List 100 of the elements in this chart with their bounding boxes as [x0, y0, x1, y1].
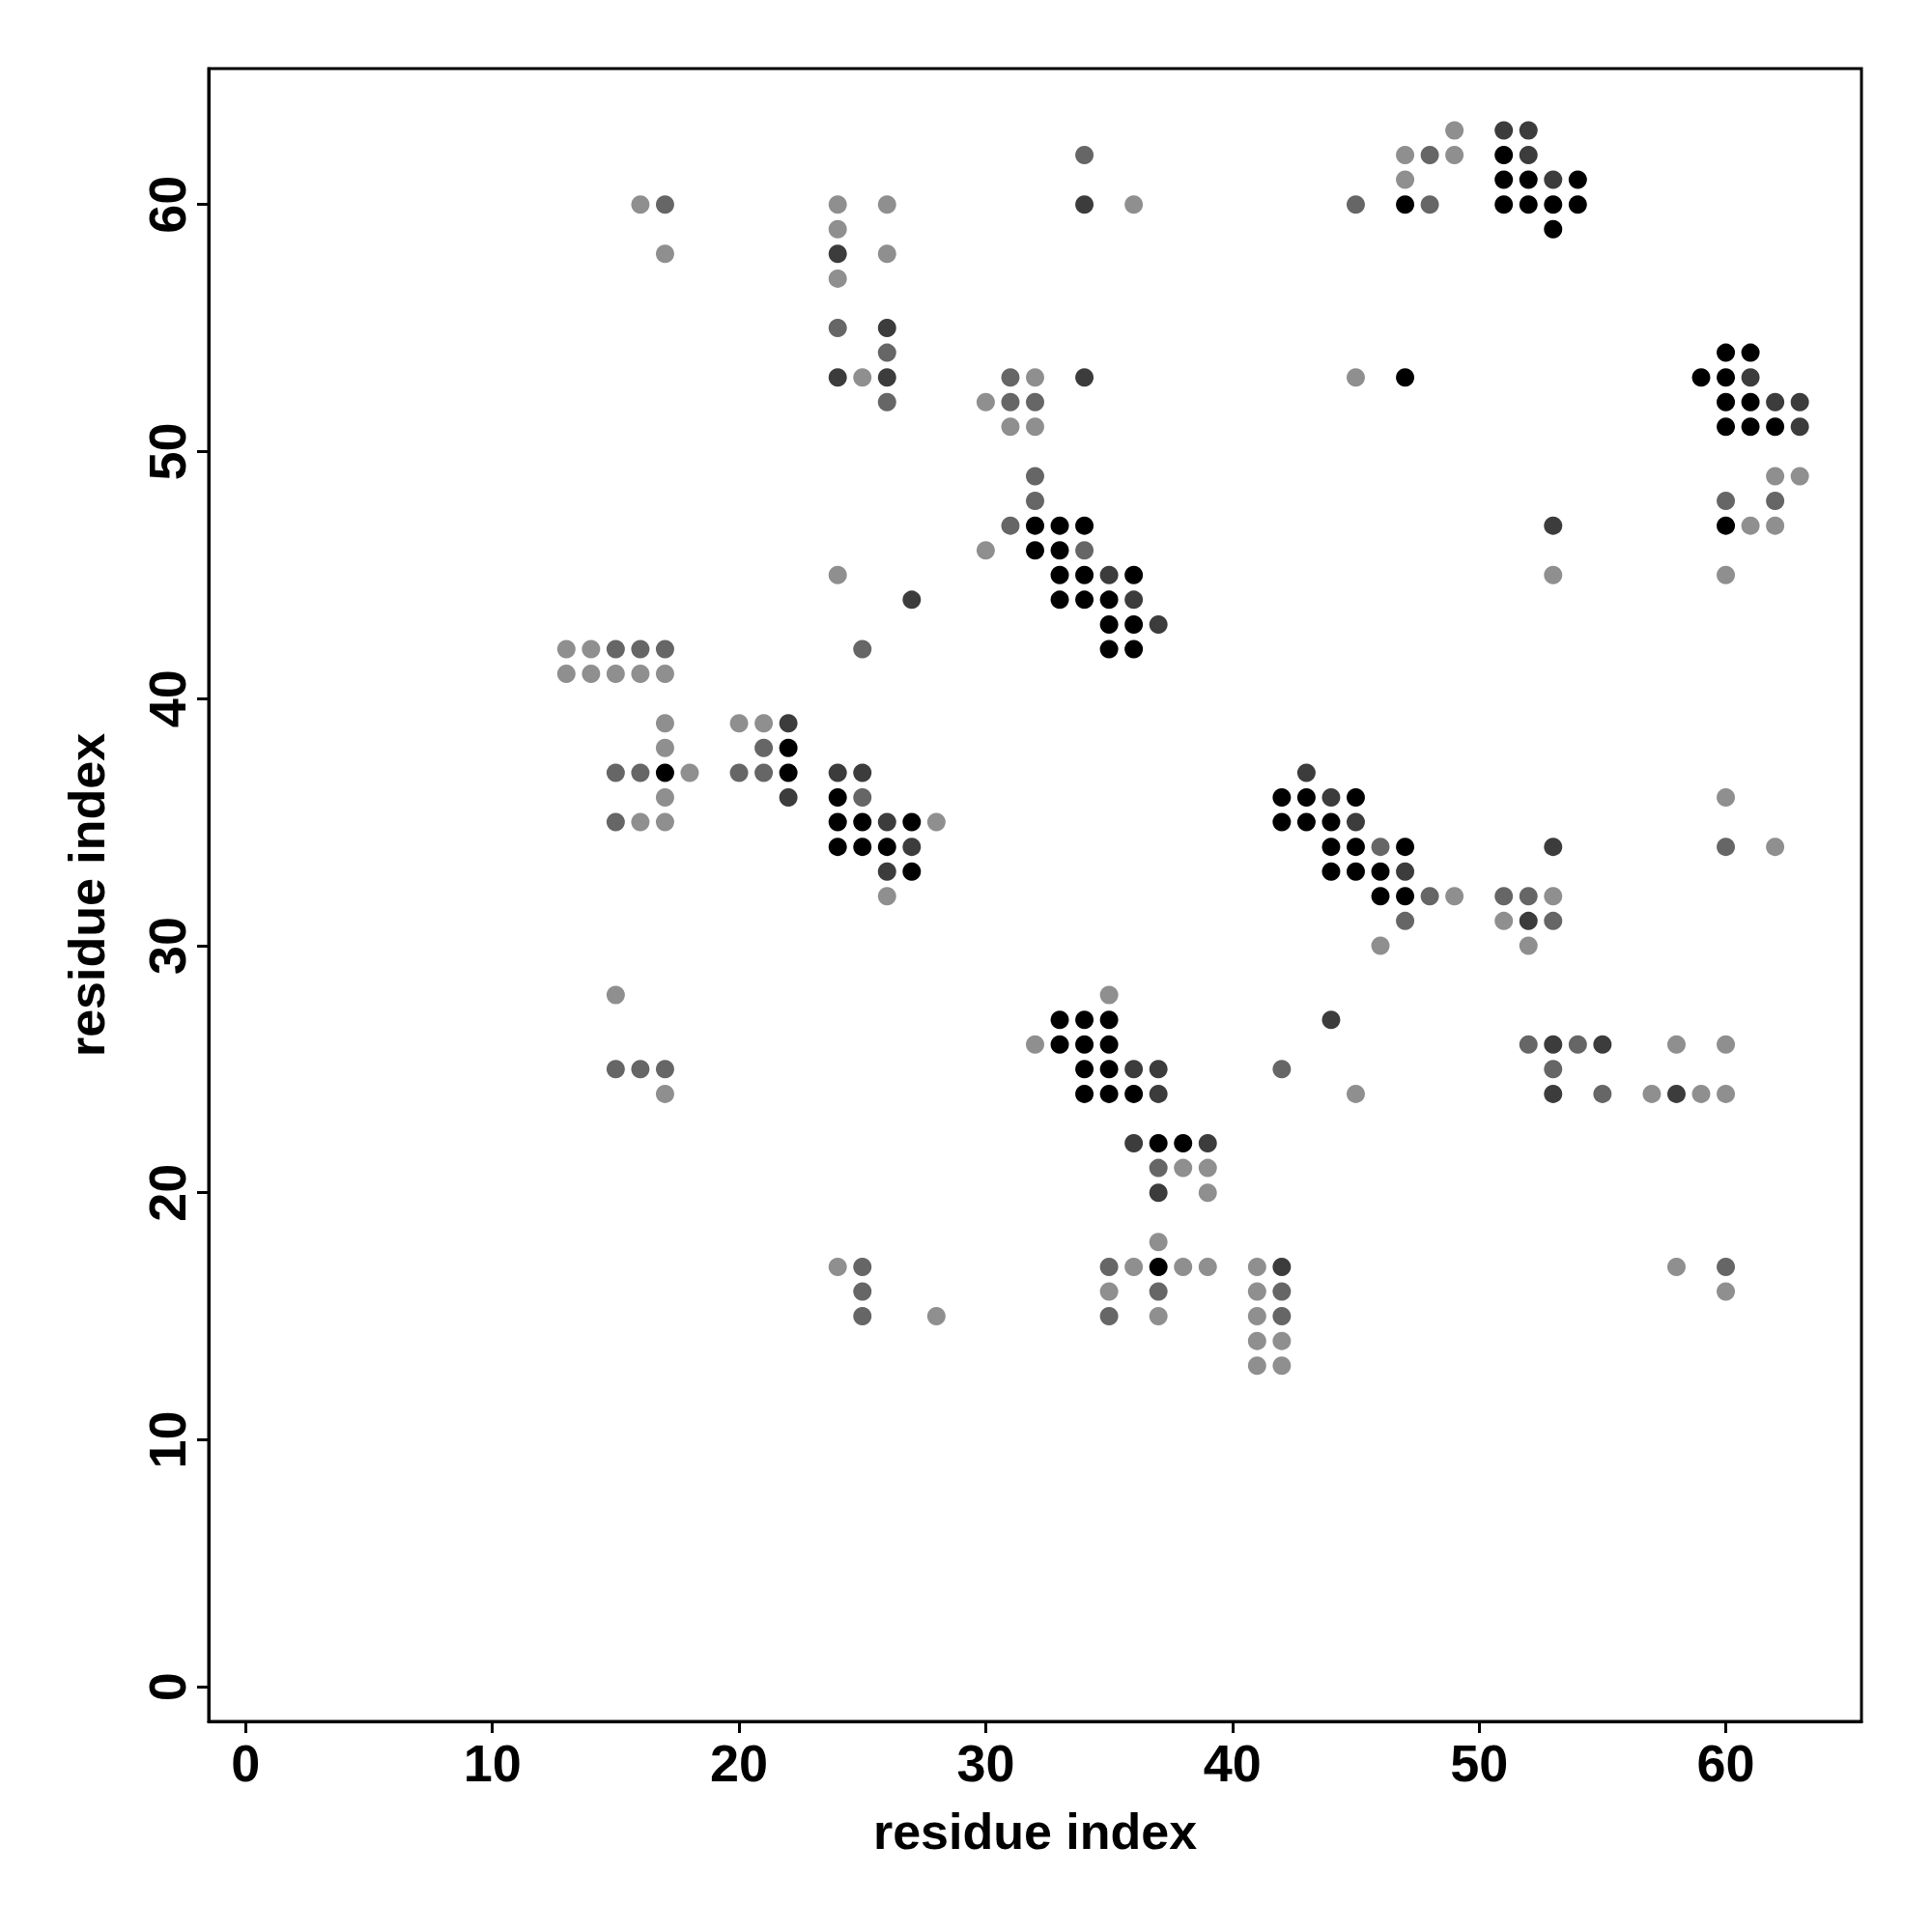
- y-tick-label: 20: [138, 1163, 196, 1222]
- point: [631, 1060, 650, 1079]
- point: [1790, 417, 1809, 437]
- point: [1494, 121, 1514, 140]
- point: [1666, 1084, 1686, 1103]
- x-tick-label: 30: [956, 1734, 1015, 1792]
- point: [1149, 614, 1168, 634]
- point: [1347, 812, 1365, 832]
- point: [1544, 911, 1563, 930]
- point: [1149, 1060, 1168, 1079]
- point: [754, 763, 774, 782]
- point: [606, 639, 625, 659]
- x-tick-label: 50: [1450, 1734, 1509, 1792]
- point: [655, 195, 674, 214]
- x-tick-label: 10: [463, 1734, 522, 1792]
- point: [1544, 516, 1563, 535]
- point: [606, 763, 625, 782]
- point: [1544, 838, 1563, 857]
- point: [1519, 887, 1538, 906]
- point: [902, 590, 922, 610]
- point: [729, 763, 749, 782]
- x-tick-label: 60: [1696, 1734, 1755, 1792]
- point: [1717, 838, 1736, 857]
- point: [1420, 195, 1439, 214]
- point: [1124, 1134, 1144, 1153]
- x-tick-label: 20: [710, 1734, 769, 1792]
- point: [1568, 1035, 1587, 1054]
- point: [828, 244, 847, 264]
- y-tick-label: 60: [138, 175, 196, 234]
- point: [1272, 1257, 1292, 1276]
- point: [853, 1307, 872, 1326]
- point: [828, 368, 847, 387]
- point: [828, 319, 847, 338]
- point: [1198, 1134, 1217, 1153]
- point: [1420, 887, 1439, 906]
- point: [853, 1282, 872, 1301]
- point: [1026, 467, 1044, 486]
- x-tick-label: 40: [1203, 1734, 1262, 1792]
- point: [1519, 911, 1538, 930]
- point: [655, 639, 674, 659]
- point: [1149, 1183, 1168, 1203]
- point: [1099, 565, 1119, 584]
- point: [877, 812, 896, 832]
- point: [1001, 392, 1020, 412]
- point: [877, 368, 896, 387]
- point: [1099, 1307, 1119, 1326]
- point: [1272, 1307, 1292, 1326]
- point: [1544, 1084, 1563, 1103]
- point: [877, 392, 896, 412]
- x-tick-label: 0: [231, 1734, 261, 1792]
- point: [1544, 170, 1563, 189]
- point: [1396, 862, 1415, 881]
- point: [877, 319, 896, 338]
- point: [1124, 1060, 1144, 1079]
- point: [1519, 121, 1538, 140]
- point: [631, 763, 650, 782]
- y-tick-label: 40: [138, 669, 196, 728]
- point: [1099, 1257, 1119, 1276]
- point: [1149, 1282, 1168, 1301]
- point: [1544, 1035, 1563, 1054]
- x-axis-title: residue index: [872, 1804, 1198, 1860]
- point: [1075, 368, 1094, 387]
- point: [779, 787, 798, 807]
- point: [1026, 492, 1044, 511]
- point: [754, 738, 774, 757]
- point: [1519, 146, 1538, 165]
- point: [1593, 1035, 1612, 1054]
- point: [877, 862, 896, 881]
- y-axis-title: residue index: [59, 732, 115, 1058]
- point: [828, 763, 847, 782]
- point: [606, 812, 625, 832]
- point: [853, 1257, 872, 1276]
- point: [1766, 492, 1785, 511]
- point: [902, 838, 922, 857]
- y-tick-label: 0: [138, 1672, 196, 1702]
- point: [779, 714, 798, 733]
- y-tick-label: 10: [138, 1410, 196, 1469]
- point: [1272, 1060, 1292, 1079]
- point: [631, 639, 650, 659]
- point: [606, 1060, 625, 1079]
- point: [877, 343, 896, 362]
- point: [1347, 195, 1365, 214]
- point: [1593, 1084, 1612, 1103]
- point: [655, 1060, 674, 1079]
- point: [1420, 146, 1439, 165]
- point: [1124, 590, 1144, 610]
- point: [1717, 492, 1736, 511]
- point: [853, 787, 872, 807]
- point: [1717, 1257, 1736, 1276]
- point: [1790, 392, 1809, 412]
- point: [1371, 838, 1390, 857]
- y-tick-label: 50: [138, 422, 196, 481]
- point: [1149, 1158, 1168, 1178]
- point: [1075, 146, 1094, 165]
- point: [1766, 392, 1785, 412]
- point: [1494, 887, 1514, 906]
- point: [1519, 1035, 1538, 1054]
- point: [1321, 787, 1341, 807]
- point: [1026, 392, 1044, 412]
- point: [1544, 1060, 1563, 1079]
